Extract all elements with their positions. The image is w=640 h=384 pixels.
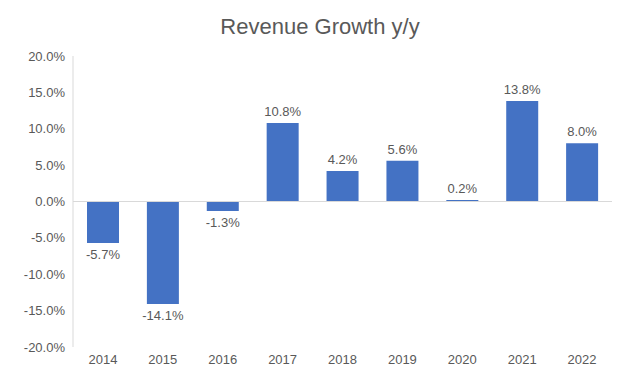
svg-text:2022: 2022 (568, 352, 597, 367)
svg-text:2021: 2021 (508, 352, 537, 367)
svg-text:4.2%: 4.2% (328, 152, 358, 167)
html-text:Revenue Growth y/y: Revenue Growth y/y (220, 14, 420, 39)
svg-text:8.0%: 8.0% (567, 124, 597, 139)
svg-text:-1.3%: -1.3% (206, 215, 240, 230)
svg-text:5.0%: 5.0% (35, 158, 65, 173)
svg-text:-5.7%: -5.7% (86, 247, 120, 262)
svg-text:2020: 2020 (448, 352, 477, 367)
svg-text:5.6%: 5.6% (388, 142, 418, 157)
svg-text:15.0%: 15.0% (28, 85, 65, 100)
svg-text:2015: 2015 (148, 352, 177, 367)
svg-text:13.8%: 13.8% (504, 82, 541, 97)
svg-text:-15.0%: -15.0% (24, 303, 66, 318)
svg-text:2017: 2017 (268, 352, 297, 367)
svg-text:-5.0%: -5.0% (31, 230, 65, 245)
svg-text:10.8%: 10.8% (264, 104, 301, 119)
svg-text:0.2%: 0.2% (448, 181, 478, 196)
svg-text:2018: 2018 (328, 352, 357, 367)
svg-text:0.0%: 0.0% (35, 194, 65, 209)
svg-text:2016: 2016 (208, 352, 237, 367)
svg-text:10.0%: 10.0% (28, 121, 65, 136)
svg-text:-14.1%: -14.1% (142, 308, 184, 323)
svg-text:20.0%: 20.0% (28, 49, 65, 64)
svg-text:-10.0%: -10.0% (24, 267, 66, 282)
svg-text:2014: 2014 (88, 352, 117, 367)
svg-text:-20.0%: -20.0% (24, 340, 66, 355)
svg-text:2019: 2019 (388, 352, 417, 367)
